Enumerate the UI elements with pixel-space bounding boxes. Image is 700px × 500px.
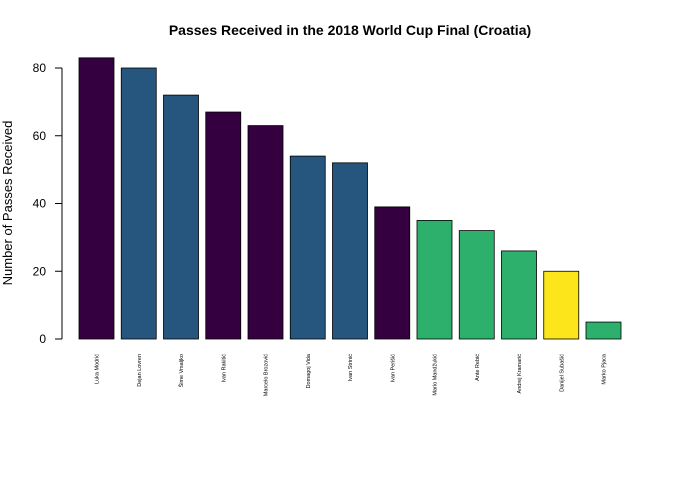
bar [374, 206, 411, 340]
bars-group [78, 57, 622, 340]
x-tick-label: Andrej Kramarić [517, 354, 523, 394]
x-tick-label: Ivan Strinić [348, 354, 354, 381]
x-tick-label: Domagoj Vida [306, 353, 312, 388]
y-axis: 0 20 40 60 80 [33, 61, 63, 346]
x-tick-label: Marcelo Brozović [264, 354, 270, 396]
chart-title: Passes Received in the 2018 World Cup Fi… [169, 22, 531, 38]
bar [543, 270, 580, 340]
x-tick-label: Ivan Perišić [390, 354, 396, 383]
bar [458, 230, 495, 340]
bar [78, 57, 115, 340]
bar [585, 321, 622, 340]
x-tick-labels: Luka Modrić Dejan Lovren Šime Vrsaljko Ivan… [95, 353, 608, 396]
bar [332, 162, 368, 340]
bar [289, 155, 326, 340]
x-tick-label: Šime Vrsaljko [178, 354, 185, 387]
y-tick-label: 80 [33, 61, 47, 75]
x-tick-label: Ante Rebić [475, 354, 481, 381]
bar [120, 67, 157, 340]
x-tick-label: Danijel Subašić [559, 354, 565, 392]
x-tick-label: Luka Modrić [95, 354, 101, 384]
bar [416, 220, 453, 340]
bar [247, 125, 284, 340]
x-tick-label: Marko Pjaca [602, 353, 608, 385]
bar [163, 94, 199, 340]
y-tick-label: 0 [39, 332, 46, 346]
bar [501, 250, 537, 340]
y-axis-label: Number of Passes Received [0, 121, 15, 286]
x-tick-label: Dejan Lovren [137, 354, 143, 387]
y-tick-label: 40 [33, 197, 47, 211]
x-tick-label: Ivan Rakitić [221, 354, 227, 383]
x-tick-label: Mario Mandžukić [433, 354, 439, 396]
y-tick-label: 20 [33, 264, 47, 278]
bar [205, 111, 242, 340]
y-tick-label: 60 [33, 129, 47, 143]
